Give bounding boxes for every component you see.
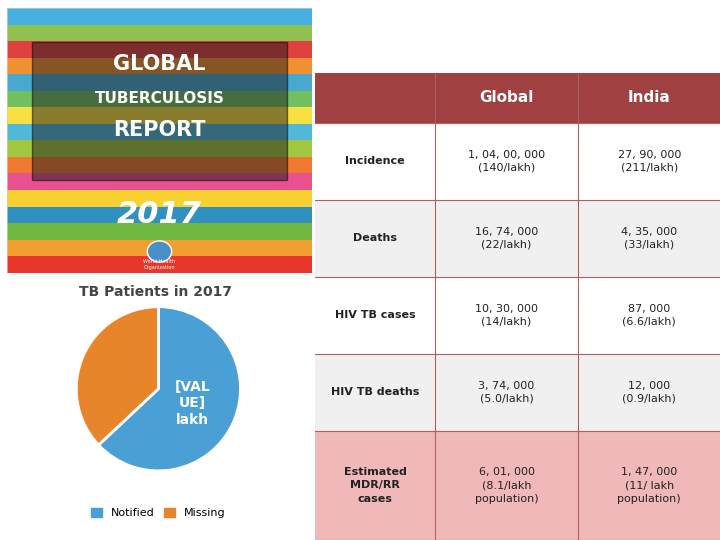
Wedge shape	[99, 307, 240, 471]
Text: 3, 74, 000
(5.0/lakh): 3, 74, 000 (5.0/lakh)	[478, 381, 535, 404]
Bar	[315, 123, 720, 200]
Text: TUBERCULOSIS: TUBERCULOSIS	[94, 91, 225, 105]
Circle shape	[148, 241, 171, 262]
Bar	[7, 240, 312, 256]
Text: GLOBAL: GLOBAL	[113, 53, 206, 73]
Wedge shape	[76, 307, 158, 445]
Text: TB Patients in 2017: TB Patients in 2017	[79, 285, 233, 299]
Text: REPORT: REPORT	[113, 120, 206, 140]
Text: HIV TB cases: HIV TB cases	[335, 310, 415, 320]
Bar	[7, 41, 312, 58]
Text: Incidence: Incidence	[345, 156, 405, 166]
Text: Estimated
MDR/RR
cases: Estimated MDR/RR cases	[343, 467, 407, 503]
Text: World Health
Organization: World Health Organization	[143, 259, 176, 270]
Text: 6, 01, 000
(8.1/lakh
population): 6, 01, 000 (8.1/lakh population)	[474, 467, 539, 503]
Text: 16, 74, 000
(22/lakh): 16, 74, 000 (22/lakh)	[475, 226, 538, 249]
Bar	[7, 107, 312, 124]
Bar	[315, 354, 720, 431]
Bar	[7, 157, 312, 173]
Bar	[7, 256, 312, 273]
Text: 12, 000
(0.9/lakh): 12, 000 (0.9/lakh)	[622, 381, 676, 404]
Text: Global: Global	[480, 90, 534, 105]
Bar	[7, 223, 312, 240]
Legend: Notified, Missing: Notified, Missing	[87, 504, 230, 523]
Bar	[7, 190, 312, 206]
Text: 10, 30, 000
(14/lakh): 10, 30, 000 (14/lakh)	[475, 303, 538, 327]
Bar	[7, 91, 312, 107]
Bar	[7, 8, 312, 25]
Bar	[7, 25, 312, 41]
Bar	[7, 173, 312, 190]
Bar	[315, 200, 720, 276]
Bar	[315, 73, 720, 123]
Bar	[7, 124, 312, 140]
Text: 87, 000
(6.6/lakh): 87, 000 (6.6/lakh)	[622, 303, 676, 327]
FancyBboxPatch shape	[32, 43, 287, 180]
Bar	[7, 74, 312, 91]
Text: Global TB Burden -2017: Global TB Burden -2017	[369, 29, 667, 49]
Text: 4, 35, 000
(33/lakh): 4, 35, 000 (33/lakh)	[621, 226, 678, 249]
Text: HIV TB deaths: HIV TB deaths	[331, 387, 419, 397]
Text: 2017: 2017	[117, 200, 202, 229]
Text: India: India	[628, 90, 670, 105]
Bar	[7, 206, 312, 223]
Text: [VAL
UE]
lakh: [VAL UE] lakh	[174, 380, 210, 427]
Text: 1, 04, 00, 000
(140/lakh): 1, 04, 00, 000 (140/lakh)	[468, 150, 545, 173]
Bar	[315, 431, 720, 540]
Bar	[315, 276, 720, 354]
Text: Deaths: Deaths	[353, 233, 397, 243]
Bar	[7, 140, 312, 157]
Text: 27, 90, 000
(211/lakh): 27, 90, 000 (211/lakh)	[618, 150, 681, 173]
Text: 1, 47, 000
(11/ lakh
population): 1, 47, 000 (11/ lakh population)	[617, 467, 681, 503]
Bar	[7, 58, 312, 74]
